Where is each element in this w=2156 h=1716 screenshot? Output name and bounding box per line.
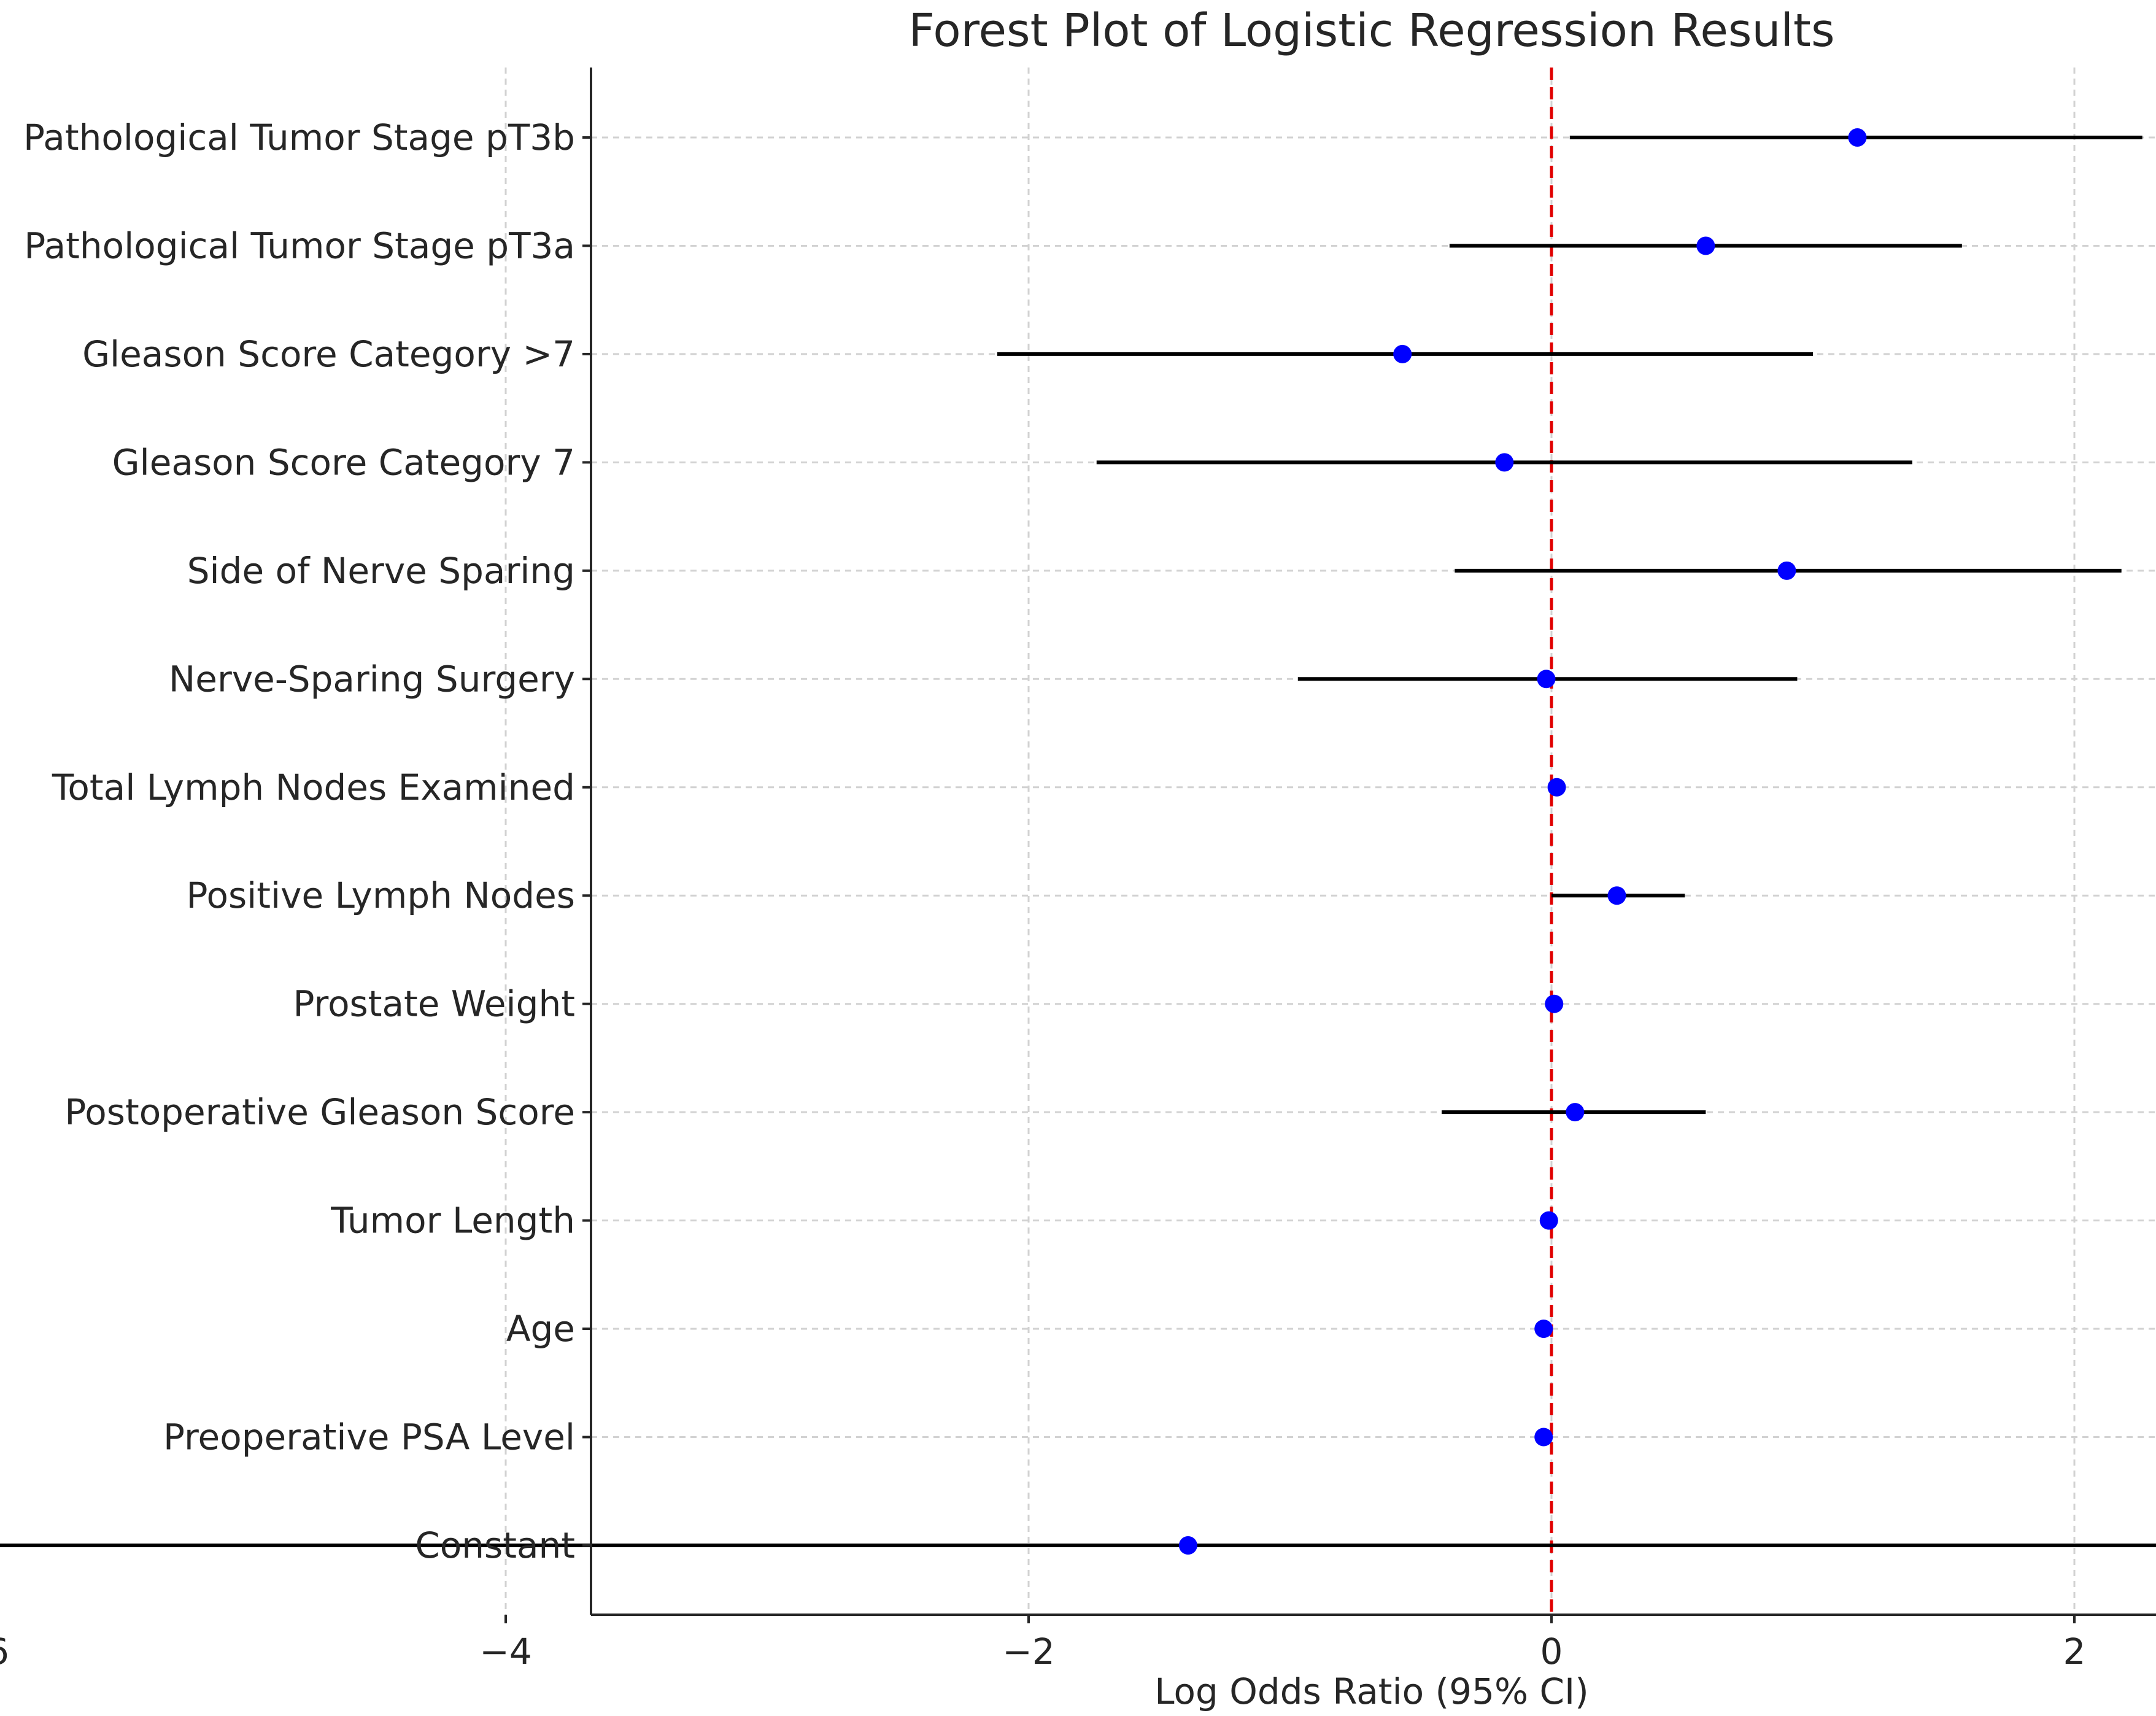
y-tick-label: Total Lymph Nodes Examined <box>52 767 575 808</box>
x-tick-label: −4 <box>479 1631 532 1672</box>
y-tick-label: Nerve-Sparing Surgery <box>169 658 575 700</box>
point-estimate-marker <box>1534 1428 1553 1447</box>
y-tick-label: Gleason Score Category >7 <box>82 333 575 375</box>
point-estimate-marker <box>1777 561 1796 580</box>
point-estimate-marker <box>1539 1211 1558 1230</box>
y-tick-label: Gleason Score Category 7 <box>112 441 575 483</box>
labels-layer: Pathological Tumor Stage pT3b Pathologica… <box>0 117 2086 1672</box>
point-estimate-marker <box>1537 670 1556 689</box>
x-tick-label: 0 <box>1540 1631 1563 1672</box>
y-tick-label: Postoperative Gleason Score <box>64 1091 575 1133</box>
point-estimate-marker <box>1696 236 1715 255</box>
point-estimate-marker <box>1495 453 1514 472</box>
point-estimate-marker <box>1607 886 1626 905</box>
chart-title: Forest Plot of Logistic Regression Resul… <box>908 4 1834 57</box>
y-tick-label: Pathological Tumor Stage pT3a <box>24 225 575 266</box>
x-tick-label: −2 <box>1002 1631 1055 1672</box>
point-estimate-marker <box>1566 1103 1585 1122</box>
y-tick-label: Preoperative PSA Level <box>163 1416 575 1458</box>
point-estimate-marker <box>1848 128 1867 147</box>
grid-layer <box>504 68 2156 1615</box>
point-estimate-marker <box>1393 344 1412 363</box>
point-estimate-layer <box>1178 128 1867 1555</box>
x-tick-label: −6 <box>0 1631 9 1672</box>
point-estimate-marker <box>1534 1320 1553 1339</box>
x-tick-label: 2 <box>2063 1631 2086 1672</box>
y-tick-label: Pathological Tumor Stage pT3b <box>23 117 575 158</box>
y-tick-label: Constant <box>415 1525 575 1566</box>
y-tick-label: Age <box>506 1308 575 1350</box>
point-estimate-marker <box>1545 994 1564 1013</box>
x-axis-label: Log Odds Ratio (95% CI) <box>1154 1671 1589 1712</box>
y-tick-label: Side of Nerve Sparing <box>187 550 575 592</box>
point-estimate-marker <box>1178 1536 1197 1555</box>
y-tick-label: Prostate Weight <box>293 983 575 1025</box>
point-estimate-marker <box>1547 778 1566 797</box>
axes-layer <box>504 68 2156 1623</box>
y-tick-label: Positive Lymph Nodes <box>187 875 575 916</box>
y-tick-label: Tumor Length <box>330 1200 575 1242</box>
